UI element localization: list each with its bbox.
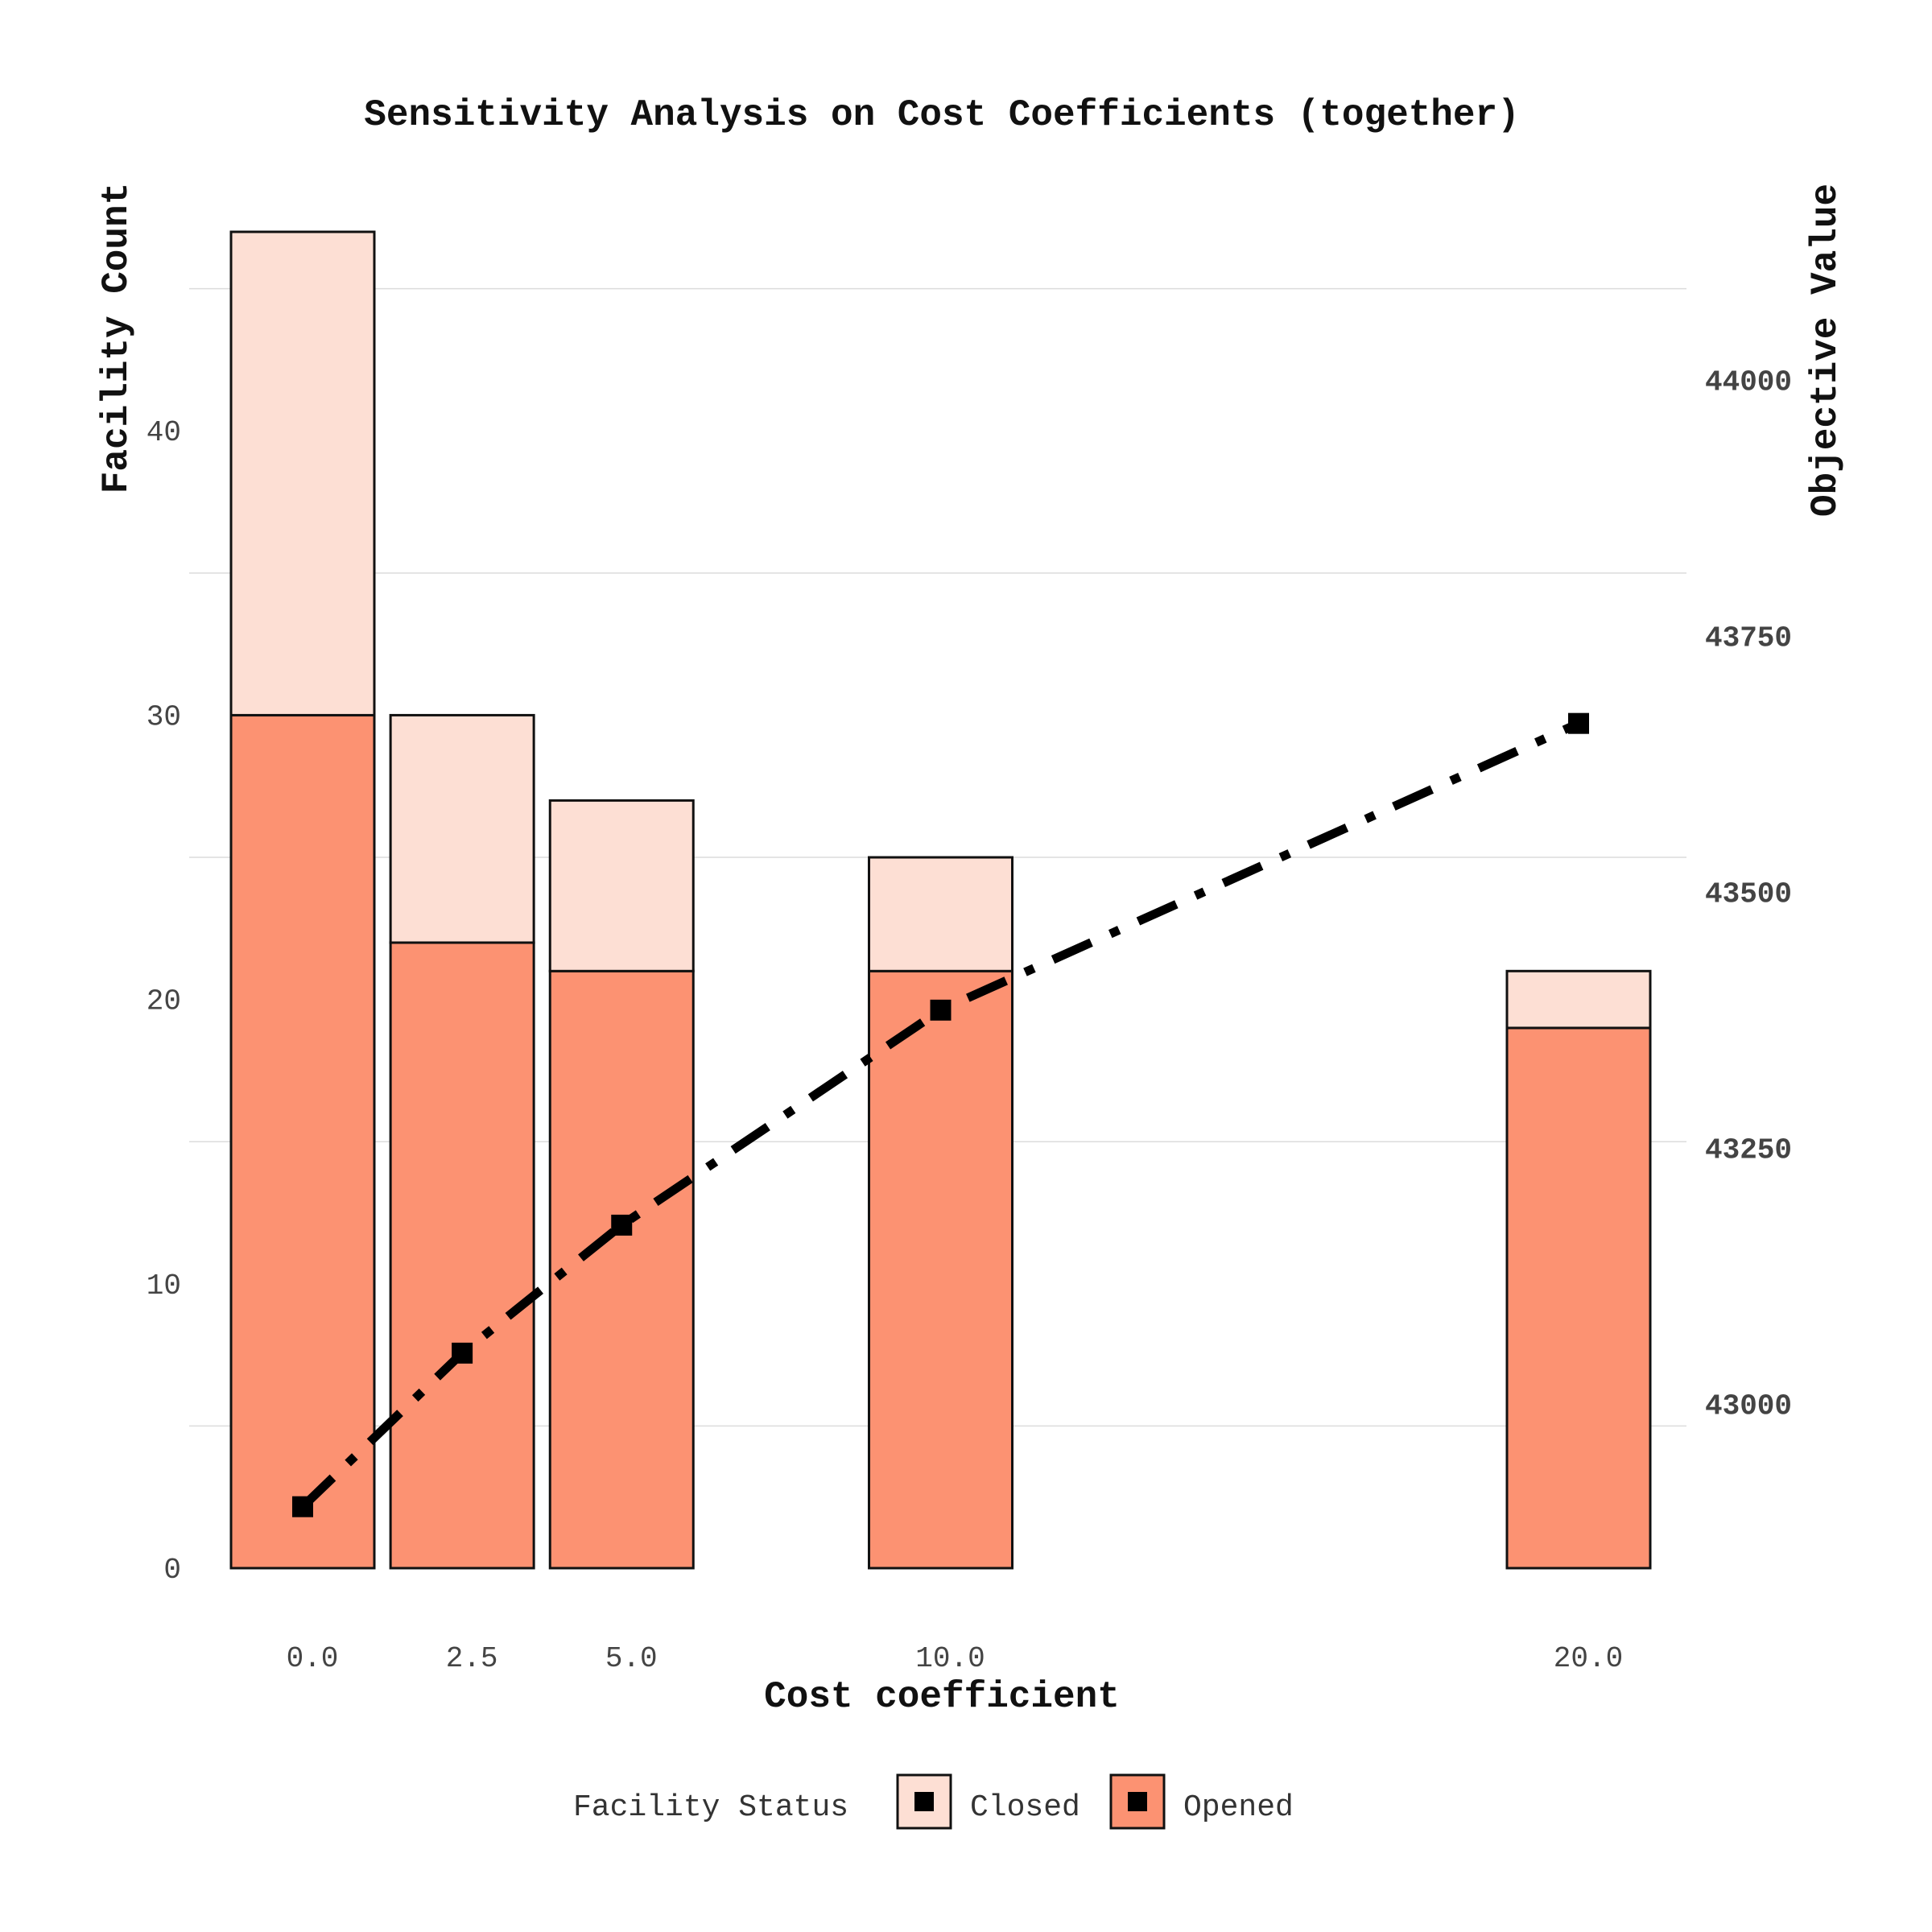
legend-marker-closed bbox=[914, 1792, 934, 1811]
y-tick-left: 20 bbox=[147, 985, 181, 1018]
y-tick-right: 43500 bbox=[1705, 878, 1792, 911]
y-tick-right: 44000 bbox=[1705, 366, 1792, 399]
y-tick-left: 40 bbox=[147, 416, 181, 449]
bar-opened bbox=[1505, 1026, 1652, 1570]
y-axis-title-right: Objective Value bbox=[1805, 184, 1847, 517]
objective-point bbox=[1568, 712, 1589, 734]
bars bbox=[229, 230, 1652, 1570]
y-tick-right: 43750 bbox=[1705, 622, 1792, 655]
bar-opened bbox=[389, 941, 535, 1570]
bar-opened bbox=[548, 969, 695, 1570]
ticks: 0 10 20 30 40 43000 43250 43500 43750 44000 0.0 2.5… bbox=[147, 366, 1792, 1675]
y-tick-left: 30 bbox=[147, 700, 181, 733]
objective-point bbox=[611, 1214, 633, 1236]
x-tick: 5.0 bbox=[605, 1642, 658, 1675]
legend: Facility Status Closed Opened bbox=[573, 1773, 1294, 1830]
legend-label-closed: Closed bbox=[970, 1790, 1080, 1825]
y-tick-right: 43250 bbox=[1705, 1134, 1792, 1167]
y-axis-title-left: Facility Count bbox=[96, 183, 138, 493]
y-tick-right: 43000 bbox=[1705, 1389, 1792, 1422]
objective-line bbox=[292, 712, 1589, 1517]
bar-opened bbox=[229, 713, 376, 1570]
bar-closed bbox=[548, 799, 695, 972]
objective-point bbox=[292, 1496, 313, 1517]
x-tick: 2.5 bbox=[446, 1642, 498, 1675]
x-tick: 0.0 bbox=[287, 1642, 339, 1675]
legend-marker-opened bbox=[1128, 1792, 1147, 1811]
objective-point bbox=[452, 1342, 473, 1364]
bar-closed bbox=[868, 856, 1013, 972]
y-tick-left: 10 bbox=[147, 1269, 181, 1302]
objective-line-path bbox=[299, 719, 1581, 1510]
legend-title: Facility Status bbox=[573, 1790, 848, 1825]
legend-label-opened: Opened bbox=[1183, 1790, 1294, 1825]
objective-point bbox=[930, 999, 952, 1021]
x-tick: 20.0 bbox=[1554, 1642, 1623, 1675]
y-tick-left: 0 bbox=[163, 1554, 181, 1587]
bar-opened bbox=[868, 969, 1013, 1570]
bar-closed bbox=[389, 713, 535, 944]
bar-closed bbox=[1505, 969, 1652, 1030]
bar-closed bbox=[229, 230, 376, 716]
x-axis-title: Cost coefficient bbox=[764, 1676, 1120, 1718]
chart-title: Sensitivity Analysis on Cost Coefficient… bbox=[364, 94, 1519, 136]
x-tick: 10.0 bbox=[915, 1642, 985, 1675]
